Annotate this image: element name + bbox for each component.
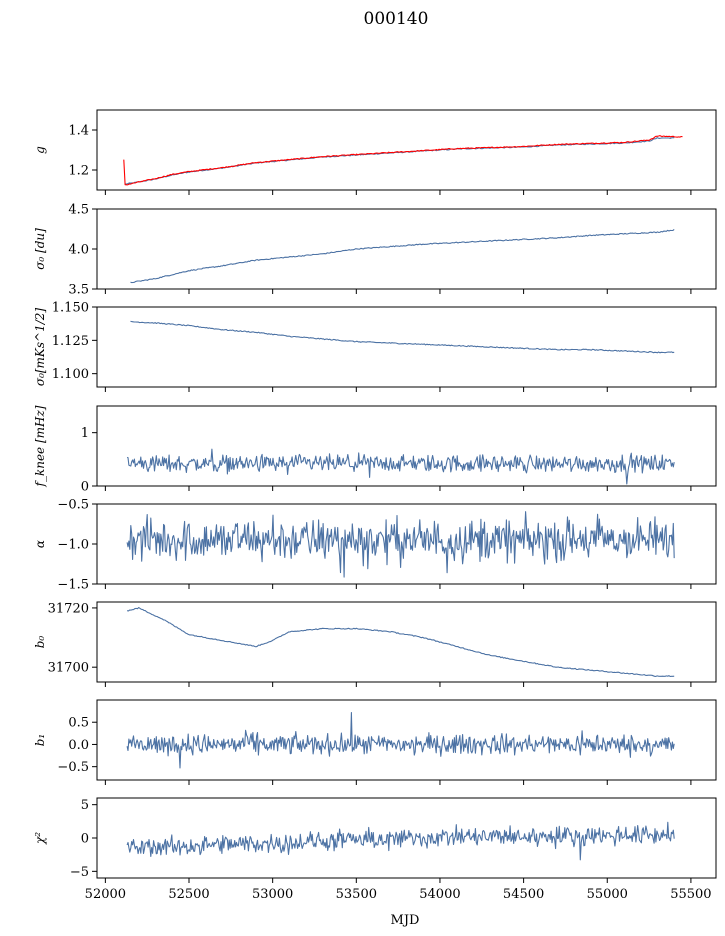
series-group-b1 [126,712,675,769]
y-tick-label-sigma0-du: 3.5 [68,283,89,298]
y-tick-label-b1: −0.5 [57,760,89,775]
series-group-g [123,135,683,186]
x-tick-label: 52500 [168,887,209,902]
y-tick-label-b0: 31700 [48,661,89,676]
axes-frame-b1 [96,699,717,781]
figure-title: 000140 [364,9,429,29]
series-group-chi2 [126,821,675,861]
x-axis-label: MJD [391,913,420,928]
panel-fknee: 0 1 f_knee [mHz] [33,405,717,495]
y-tick-label-alpha: −1.5 [57,578,89,593]
series-group-b0 [127,606,675,678]
y-axis-label-b1: b₁ [33,734,47,747]
y-tick-label-b1: 0.5 [68,716,89,731]
axes-frame-g [96,109,717,191]
series-line-g-1 [123,135,683,186]
series-line-alpha-0 [126,511,675,578]
x-tick-label: 55500 [670,887,711,902]
y-tick-label-chi2: −5 [70,865,89,880]
y-tick-label-g: 1.4 [68,124,89,139]
series-line-chi2-0 [126,821,675,861]
series-group-sigma0-du [130,228,675,284]
panel-chi2: −5 0 5 χ² [33,797,717,883]
y-tick-label-b1: 0.0 [68,738,89,753]
y-tick-label-sigma0-du: 4.5 [68,203,89,218]
y-tick-label-alpha: −0.5 [57,498,89,513]
panel-g: 1.2 1.4 g [33,109,717,195]
series-line-sigma0-mks-0 [130,320,675,354]
y-tick-label-sigma0-mks: 1.125 [52,334,89,349]
axes-frame-sigma0-mks [96,306,717,388]
x-tick-label: 54500 [503,887,544,902]
x-tick-label: 54000 [419,887,460,902]
y-axis-label-g: g [33,146,47,154]
x-tick-label: 55000 [587,887,628,902]
y-tick-label-b0: 31720 [48,601,89,616]
panel-b0: 31700 31720 b₀ [33,601,717,687]
axes-frame-b0 [96,601,717,683]
panel-alpha: −1.5 −1.0 −0.5 α [33,498,717,593]
y-axis-label-sigma0-du: σ₀ [du] [33,228,47,270]
panel-b1: −0.5 0.0 0.5 b₁ [33,699,717,785]
y-axis-label-alpha: α [33,540,47,548]
y-tick-label-sigma0-du: 4.0 [68,243,89,258]
y-axis-label-fknee: f_knee [mHz] [33,405,47,487]
series-line-b1-0 [126,712,675,769]
y-tick-label-sigma0-mks: 1.100 [52,367,89,382]
y-axis-label-sigma0-mks: σ₀[mKs^1/2] [33,308,47,387]
panel-sigma0-du: 3.5 4.0 4.5 σ₀ [du] [33,203,717,298]
y-axis-label-chi2: χ² [33,832,47,845]
x-axis: 52000 52500 53000 53500 54000 54500 55000 55500 [85,887,712,902]
y-tick-label-chi2: 0 [81,832,89,847]
y-tick-label-fknee: 0 [81,480,89,495]
y-tick-label-sigma0-mks: 1.150 [52,301,89,316]
axes-frame-fknee [96,405,717,487]
x-tick-label: 53500 [336,887,377,902]
panel-sigma0-mks: 1.100 1.125 1.150 σ₀[mKs^1/2] [33,301,717,392]
series-group-alpha [126,511,675,578]
series-line-g-0 [125,137,675,185]
series-group-fknee [126,448,675,485]
series-line-b0-0 [127,606,675,678]
series-group-sigma0-mks [130,320,675,354]
y-tick-label-chi2: 5 [81,798,89,813]
axes-frame-sigma0-du [96,208,717,290]
x-tick-label: 53000 [252,887,293,902]
y-tick-label-fknee: 1 [81,426,89,441]
y-tick-label-alpha: −1.0 [57,538,89,553]
series-line-fknee-0 [126,448,675,485]
series-line-sigma0-du-0 [130,228,675,284]
x-tick-label: 52000 [85,887,126,902]
chart-panels: 1.2 1.4 g 3.5 4.0 4.5 σ₀ [du] 1.100 1.125 1.150 σ₀… [33,109,717,883]
y-axis-label-b0: b₀ [33,636,47,649]
y-tick-label-g: 1.2 [68,164,89,179]
